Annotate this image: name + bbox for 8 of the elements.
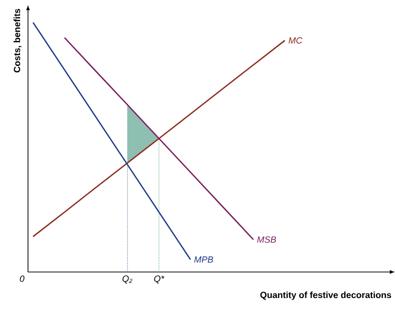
x-axis-title: Quantity of festive decorations — [260, 292, 392, 300]
x-tick-label: Q* — [154, 276, 164, 284]
text: 0 — [20, 276, 24, 282]
series-label: MPB — [194, 256, 214, 263]
series-label: MSB — [257, 236, 276, 243]
y-axis-title: Costs, benefits — [14, 8, 22, 72]
x-tick-label: Q$_{2}$ — [122, 276, 132, 284]
series-label: MC — [288, 37, 302, 44]
